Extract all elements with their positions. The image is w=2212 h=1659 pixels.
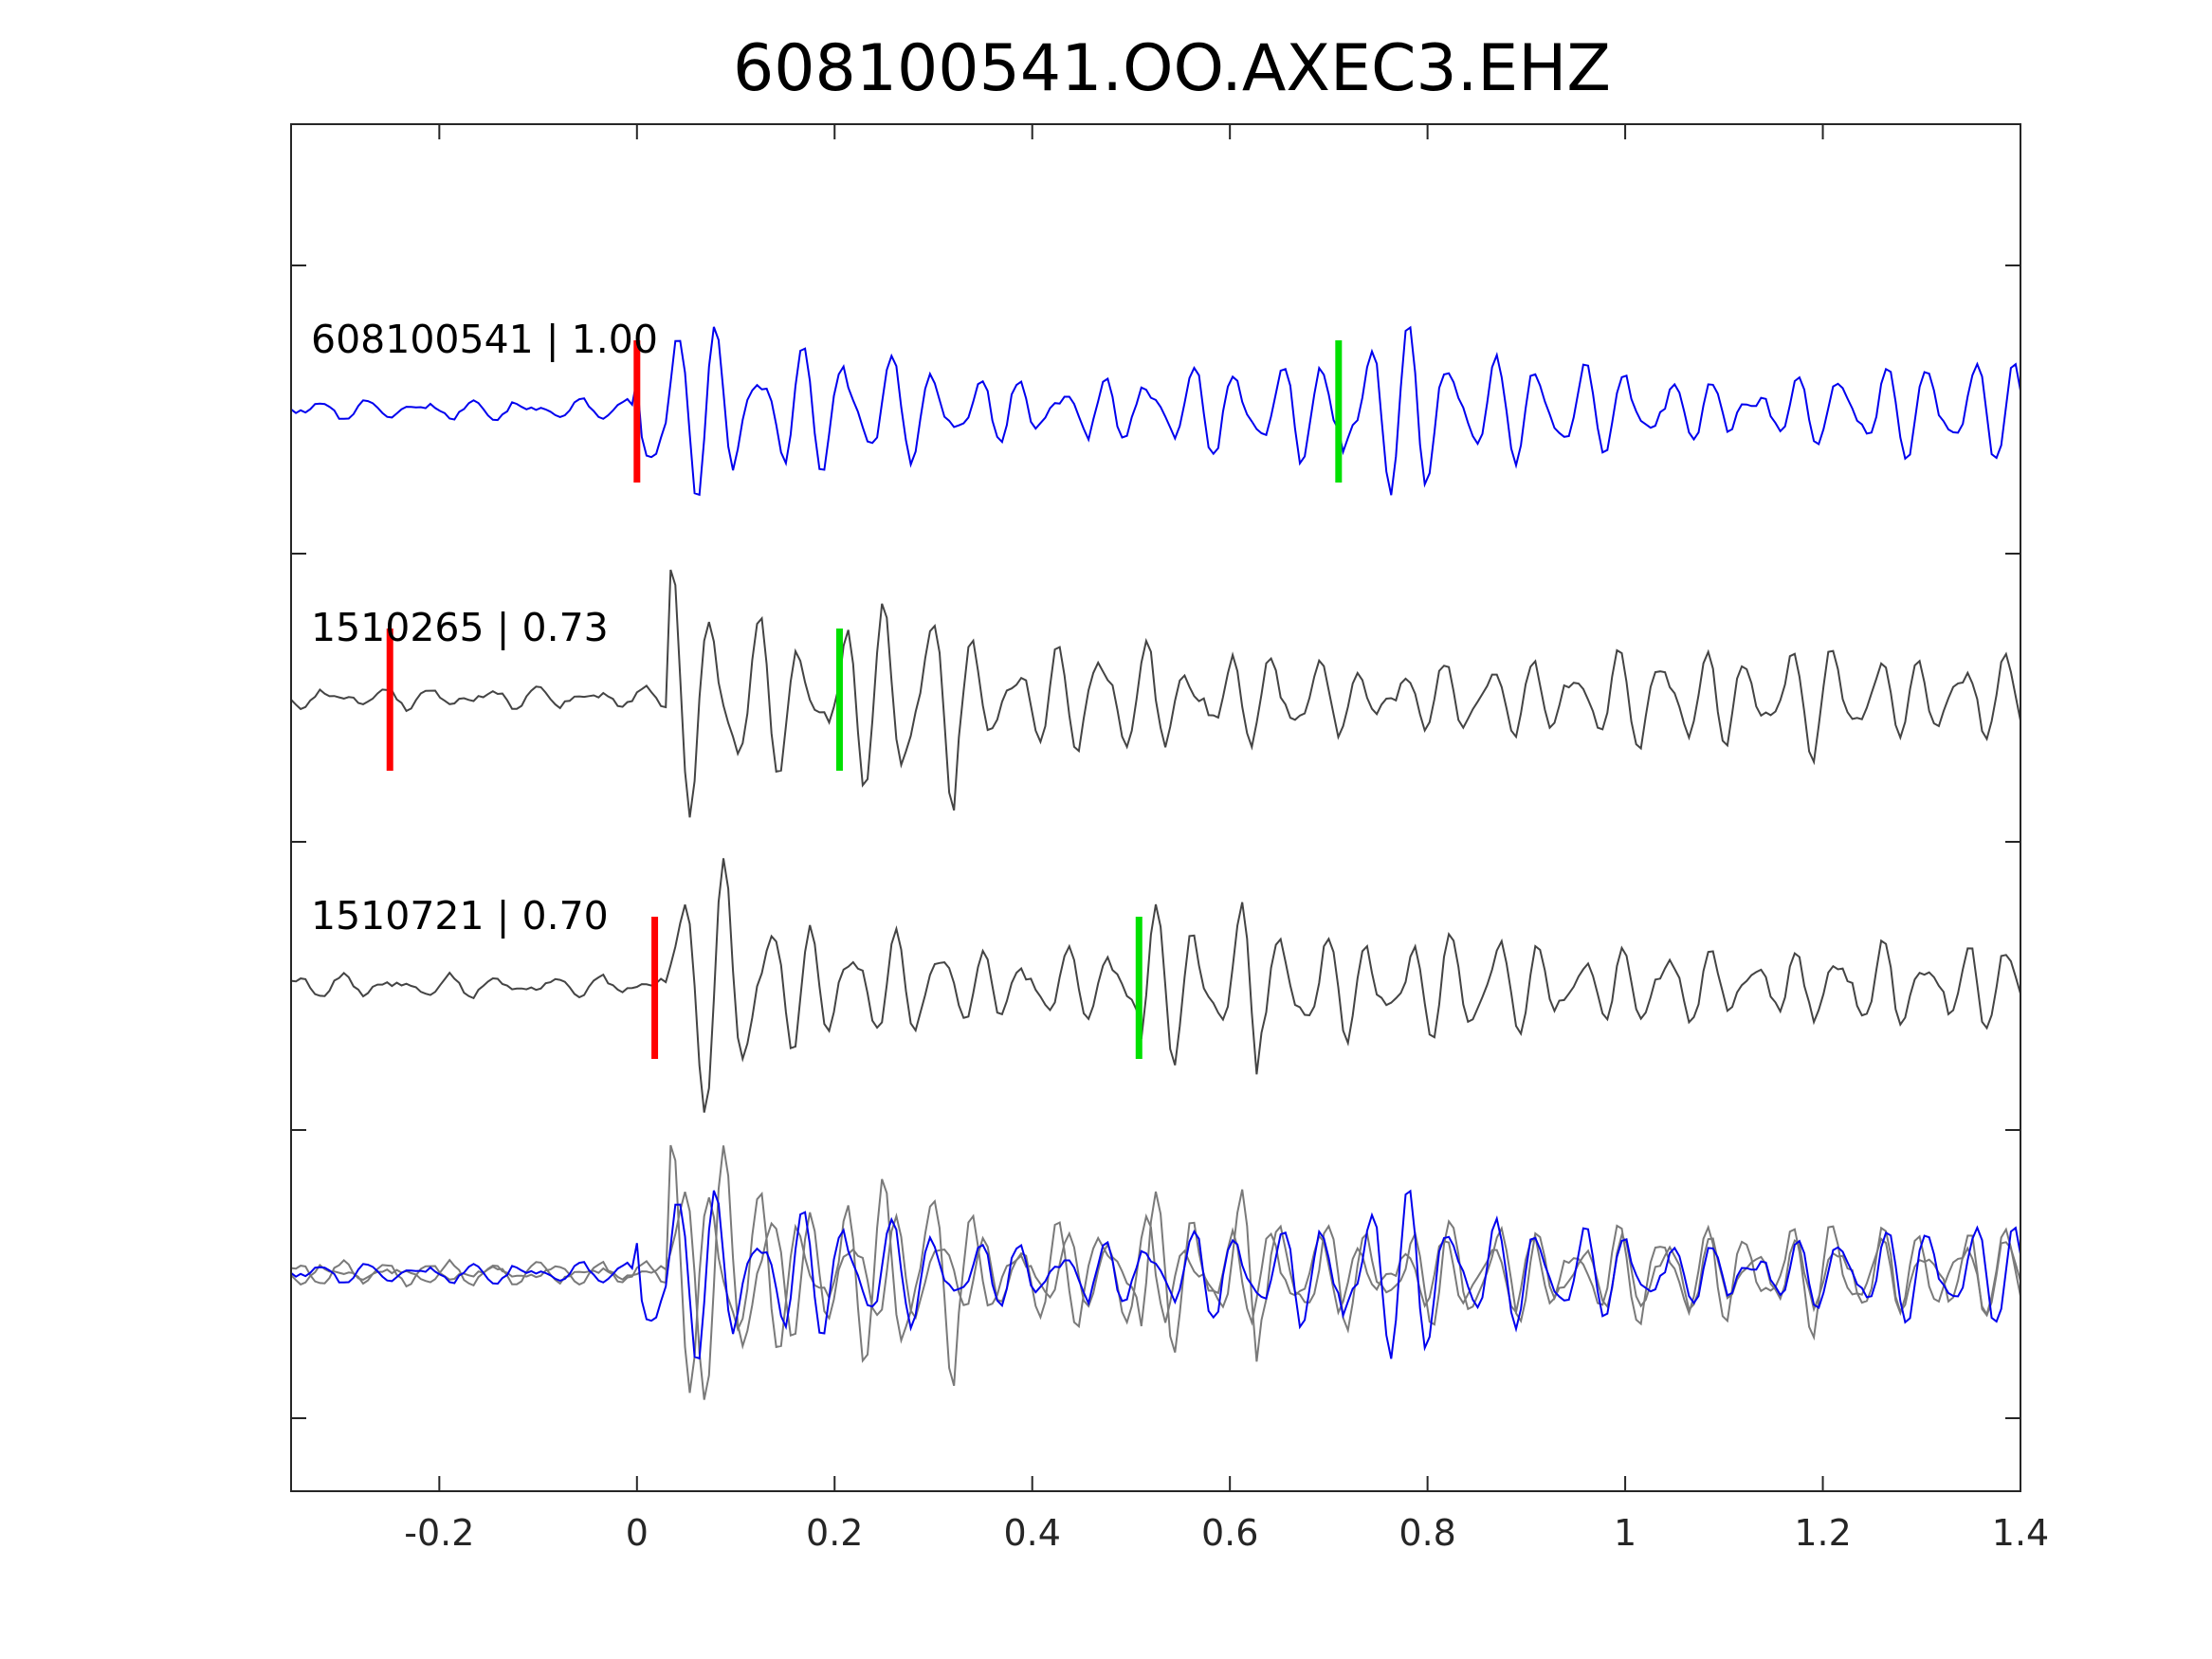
trace-label-3: 1510721 | 0.70: [311, 893, 609, 939]
x-tick-label: 0: [626, 1512, 649, 1554]
x-tick-label: 0.8: [1398, 1512, 1455, 1554]
picks-layer: [386, 340, 1343, 1059]
x-tick-label: 1.2: [1794, 1512, 1851, 1554]
chart-title: 608100541.OO.AXEC3.EHZ: [733, 31, 1611, 106]
x-tick-label: 1: [1614, 1512, 1636, 1554]
trace-label-1: 608100541 | 1.00: [311, 317, 658, 362]
trace-line-1: [290, 325, 2021, 497]
x-tick-label: -0.2: [404, 1512, 474, 1554]
x-tick-label: 1.4: [1992, 1512, 2049, 1554]
trace-line-3: [290, 858, 2021, 1113]
plot-area: [290, 123, 2021, 1492]
trace-label-2: 1510265 | 0.73: [311, 605, 609, 650]
x-tick-label: 0.2: [806, 1512, 863, 1554]
overlay-trace-2: [290, 1144, 2021, 1394]
trace-labels: 608100541 | 1.00 1510265 | 0.73 1510721 | …: [311, 317, 658, 939]
x-tick-label: 0.6: [1201, 1512, 1258, 1554]
x-tick-labels: -0.2 0 0.2 0.4 0.6 0.8 1 1.2 1.4: [404, 1512, 2049, 1554]
traces-layer: [290, 325, 2021, 1400]
overlay-trace-1: [290, 1189, 2021, 1360]
trace-line-2: [290, 569, 2021, 818]
axis-ticks: [291, 124, 2021, 1491]
x-tick-label: 0.4: [1003, 1512, 1060, 1554]
